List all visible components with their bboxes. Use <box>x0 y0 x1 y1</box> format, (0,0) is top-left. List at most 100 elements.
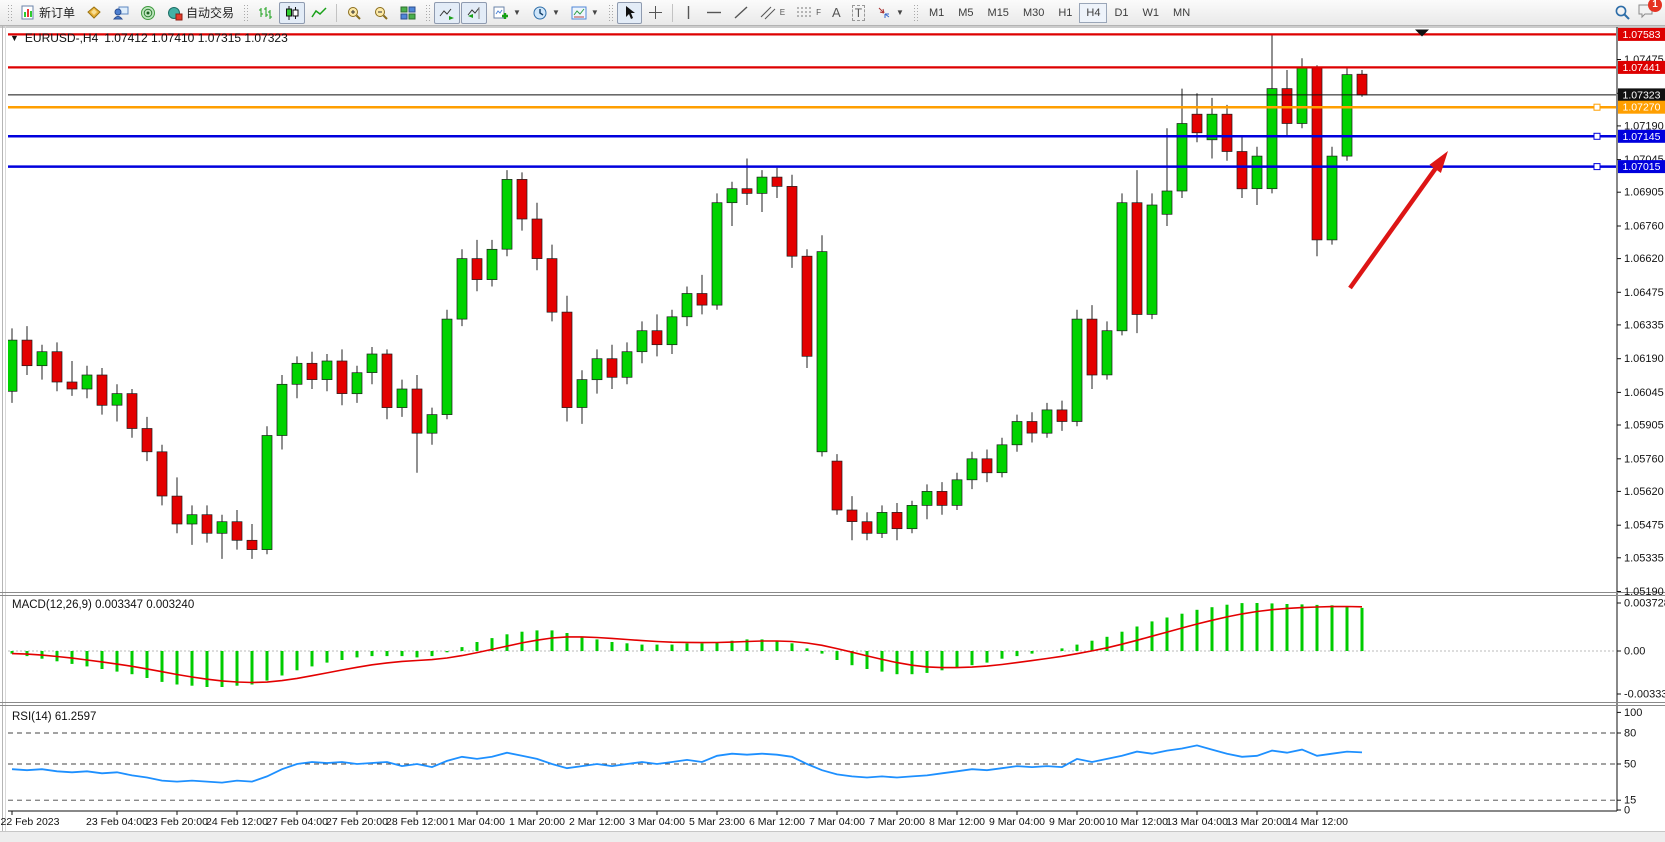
toolbar-drag-handle[interactable] <box>7 3 12 22</box>
new-order-icon <box>21 5 34 20</box>
lighter-button[interactable] <box>81 2 107 24</box>
tile-windows-button[interactable] <box>395 2 421 24</box>
chat-button[interactable]: 1 <box>1637 0 1662 22</box>
svg-text:1.05620: 1.05620 <box>1624 486 1664 498</box>
new-order-button[interactable]: 新订单 <box>16 2 80 24</box>
chart-ohlc-label: 1.07412 1.07410 1.07315 1.07323 <box>104 31 288 45</box>
fibonacci-button[interactable]: F <box>791 2 826 24</box>
bar-chart-icon <box>259 6 273 19</box>
timeframe-button-m15[interactable]: M15 <box>987 6 1009 19</box>
timeframe-button-h1[interactable]: H1 <box>1058 6 1073 19</box>
candlestick-button[interactable] <box>279 1 306 24</box>
chart-shift-button[interactable] <box>461 1 488 24</box>
channel-button[interactable]: E <box>755 2 790 24</box>
svg-text:50: 50 <box>1624 759 1636 771</box>
svg-text:1 Mar 20:00: 1 Mar 20:00 <box>509 816 565 828</box>
text-button[interactable]: A <box>827 2 846 24</box>
chart-title[interactable]: ▼ EURUSD-,H4 1.07412 1.07410 1.07315 1.0… <box>10 31 288 45</box>
timeframe-button-m30[interactable]: M30 <box>1022 6 1045 19</box>
vertical-line-button[interactable] <box>677 2 700 24</box>
svg-text:1.06475: 1.06475 <box>1624 287 1664 299</box>
timeframe-button-d1[interactable]: D1 <box>1114 6 1129 19</box>
cursor-button[interactable] <box>616 1 642 24</box>
fibonacci-icon <box>797 7 812 17</box>
svg-text:9 Mar 20:00: 9 Mar 20:00 <box>1049 816 1105 828</box>
svg-text:7 Mar 20:00: 7 Mar 20:00 <box>869 816 925 828</box>
trendline-button[interactable] <box>728 2 754 24</box>
svg-text:22 Feb 2023: 22 Feb 2023 <box>1 816 60 828</box>
autotrade-button[interactable]: 自动交易 <box>162 2 239 24</box>
svg-text:1.07270: 1.07270 <box>1623 102 1661 114</box>
macd-signal-line <box>11 605 1363 684</box>
zoom-in-icon <box>348 6 361 20</box>
bar-chart-button[interactable] <box>252 2 278 24</box>
autoscroll-button[interactable] <box>434 1 461 24</box>
chart-canvas[interactable]: 1.074751.073301.071901.070451.069051.067… <box>0 26 1665 831</box>
tile-windows-icon <box>400 6 416 19</box>
chart-symbol-label: EURUSD-,H4 <box>24 31 99 45</box>
svg-text:27 Feb 20:00: 27 Feb 20:00 <box>326 816 388 828</box>
svg-text:1.07190: 1.07190 <box>1624 120 1664 132</box>
templates-button[interactable]: ▼ <box>566 2 604 24</box>
svg-text:1 Mar 04:00: 1 Mar 04:00 <box>449 816 505 828</box>
autoscroll-icon <box>439 8 455 20</box>
cursor-icon <box>625 6 635 19</box>
svg-text:1.06190: 1.06190 <box>1624 353 1664 365</box>
chart-collapse-icon[interactable]: ▼ <box>10 33 19 43</box>
svg-text:0.00: 0.00 <box>1624 646 1645 658</box>
autotrade-icon <box>168 6 183 20</box>
periods-button[interactable]: ▼ <box>527 2 565 24</box>
svg-text:1.05475: 1.05475 <box>1624 520 1664 532</box>
toolbar-drag-handle[interactable] <box>243 3 249 22</box>
chart-shift-icon <box>467 6 480 19</box>
trend-arrow[interactable] <box>1348 151 1448 290</box>
horizontal-line-button[interactable] <box>701 2 727 24</box>
text-tool-icon: A <box>832 5 841 20</box>
candlestick-icon <box>286 5 299 20</box>
text-label-button[interactable]: T <box>847 2 870 24</box>
svg-text:8 Mar 12:00: 8 Mar 12:00 <box>929 816 985 828</box>
svg-text:1.07583: 1.07583 <box>1623 29 1661 41</box>
community-button[interactable] <box>108 2 134 24</box>
zoom-in-button[interactable] <box>341 2 367 24</box>
chart-shift-marker[interactable] <box>1415 29 1429 37</box>
line-chart-button[interactable] <box>306 2 332 24</box>
new-chart-button[interactable]: ▼ <box>488 2 526 24</box>
crosshair-icon <box>648 6 662 19</box>
svg-text:13 Mar 04:00: 13 Mar 04:00 <box>1166 816 1228 828</box>
chart-background <box>0 26 1665 831</box>
svg-text:1.07015: 1.07015 <box>1623 161 1661 173</box>
horizontal-line-icon <box>706 11 721 14</box>
toolbar-drag-handle[interactable] <box>607 3 613 22</box>
svg-text:24 Feb 12:00: 24 Feb 12:00 <box>206 816 268 828</box>
text-label-icon: T <box>851 4 866 21</box>
search-icon[interactable] <box>1614 4 1631 21</box>
rsi-panel: 100 80 50 150 <box>8 707 1642 817</box>
svg-text:0: 0 <box>1624 805 1630 817</box>
macd-indicator-label: MACD(12,26,9) 0.003347 0.003240 <box>12 599 195 611</box>
svg-text:23 Feb 04:00: 23 Feb 04:00 <box>86 816 148 828</box>
svg-text:15: 15 <box>1624 795 1636 807</box>
zoom-out-icon <box>375 6 388 20</box>
arrows-button[interactable]: ▼ <box>871 2 909 24</box>
timeframe-button-h4[interactable]: H4 <box>1079 2 1108 23</box>
periods-icon <box>533 6 547 19</box>
toolbar-drag-handle[interactable] <box>425 3 431 22</box>
channel-icon <box>760 6 776 20</box>
timeframe-button-m5[interactable]: M5 <box>958 6 974 19</box>
price-level-lines[interactable] <box>8 33 1616 171</box>
chevron-down-icon: ▼ <box>896 8 904 17</box>
svg-text:10 Mar 12:00: 10 Mar 12:00 <box>1106 816 1168 828</box>
templates-icon <box>571 6 587 19</box>
zoom-out-button[interactable] <box>368 2 394 24</box>
crosshair-button[interactable] <box>643 2 668 24</box>
timeframe-button-w1[interactable]: W1 <box>1142 6 1160 19</box>
timeframe-button-m1[interactable]: M1 <box>928 6 945 19</box>
toolbar-drag-handle[interactable] <box>912 3 918 22</box>
svg-text:0.003728: 0.003728 <box>1624 598 1665 610</box>
svg-text:1.06335: 1.06335 <box>1624 319 1664 331</box>
sonar-button[interactable] <box>135 2 161 24</box>
svg-text:1.06620: 1.06620 <box>1624 253 1664 265</box>
timeframe-button-mn[interactable]: MN <box>1173 6 1191 19</box>
